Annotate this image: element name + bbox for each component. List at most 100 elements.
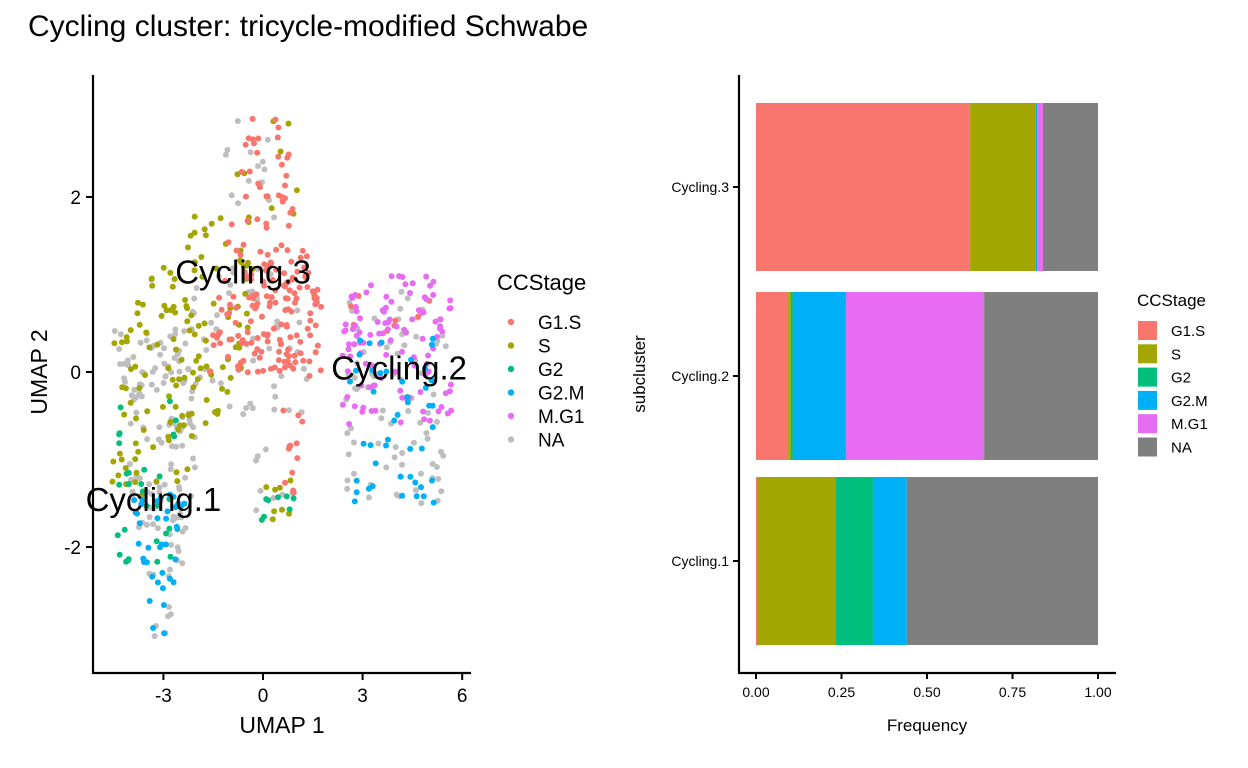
- scatter-point-s: [184, 466, 191, 473]
- scatter-point-s: [269, 516, 276, 523]
- scatter-point-g1-s: [348, 303, 354, 310]
- bar-segment-cycling-1-na: [906, 477, 1098, 645]
- scatter-point-s: [149, 282, 156, 289]
- scatter-point-g1-s: [263, 293, 270, 300]
- scatter-point-g1-s: [290, 365, 297, 372]
- scatter-point-g2: [116, 481, 123, 488]
- scatter-point-na: [394, 350, 401, 357]
- scatter-point-na: [138, 393, 145, 400]
- scatter-point-na: [271, 383, 277, 390]
- scatter-point-m-g1: [339, 352, 346, 359]
- scatter-point-na: [150, 521, 157, 528]
- scatter-point-g1-s: [254, 216, 261, 223]
- scatter-point-g2-m: [399, 492, 406, 499]
- scatter-point-s: [143, 329, 150, 336]
- scatter-point-na: [168, 541, 175, 548]
- scatter-point-s: [134, 310, 141, 317]
- scatter-point-s: [188, 433, 195, 439]
- scatter-point-g2: [170, 431, 177, 438]
- scatter-point-g1-s: [285, 278, 292, 285]
- scatter-point-g2-m: [370, 388, 377, 395]
- scatter-point-g1-s: [255, 180, 262, 187]
- scatter-point-g2-m: [154, 579, 161, 586]
- scatter-point-g2-m: [383, 368, 390, 375]
- scatter-point-m-g1: [442, 390, 449, 397]
- scatter-point-m-g1: [388, 273, 395, 280]
- scatter-point-s: [166, 393, 172, 400]
- scatter-point-s: [202, 337, 209, 344]
- scatter-point-m-g1: [447, 297, 454, 304]
- scatter-point-s: [210, 300, 217, 307]
- scatter-point-g2-m: [164, 508, 171, 515]
- scatter-point-g2-m: [399, 378, 406, 385]
- scatter-point-na: [176, 368, 183, 375]
- scatter-point-g1-s: [273, 266, 280, 273]
- scatter-point-g1-s: [264, 193, 271, 200]
- scatter-point-m-g1: [382, 320, 389, 327]
- scatter-point-na: [271, 214, 278, 221]
- scatter-point-na: [167, 566, 173, 573]
- legend-swatch-m-g1: [1138, 414, 1157, 434]
- scatter-point-na: [144, 489, 151, 496]
- scatter-point-na: [438, 488, 445, 495]
- scatter-point-na: [417, 419, 424, 426]
- scatter-point-s: [118, 456, 125, 463]
- scatter-point-s: [135, 448, 142, 455]
- scatter-point-s: [116, 450, 123, 457]
- scatter-point-g1-s: [282, 182, 288, 189]
- bar-segment-cycling-3-s: [970, 103, 1036, 271]
- umap-y-tick-label: -2: [64, 538, 81, 559]
- scatter-point-m-g1: [420, 408, 427, 415]
- scatter-point-na: [383, 464, 390, 471]
- scatter-point-g2-m: [404, 394, 411, 401]
- scatter-point-g2-m: [172, 556, 179, 563]
- scatter-point-g1-s: [267, 259, 274, 266]
- scatter-point-m-g1: [444, 410, 451, 417]
- scatter-point-na: [259, 158, 266, 165]
- scatter-point-g2-m: [420, 493, 427, 500]
- scatter-point-s: [227, 374, 234, 381]
- scatter-point-s: [132, 363, 139, 370]
- scatter-point-na: [227, 281, 234, 288]
- scatter-point-m-g1: [359, 408, 366, 415]
- scatter-point-s: [272, 486, 279, 493]
- scatter-point-na: [146, 514, 153, 521]
- scatter-point-na: [418, 500, 425, 507]
- scatter-point-g2-m: [132, 509, 139, 516]
- scatter-point-g1-s: [259, 313, 265, 320]
- scatter-point-na: [177, 510, 184, 517]
- umap-y-tick-label: 0: [70, 363, 81, 384]
- scatter-point-s: [188, 312, 195, 319]
- scatter-point-m-g1: [368, 362, 375, 369]
- bar-segment-cycling-1-g2: [836, 477, 873, 645]
- scatter-point-s: [224, 388, 231, 395]
- scatter-point-g2: [154, 558, 161, 565]
- scatter-point-g1-s: [314, 342, 321, 349]
- stacked-bars: [756, 103, 1098, 645]
- bar-segment-cycling-2-s: [788, 292, 791, 460]
- scatter-point-g2-m: [149, 573, 156, 580]
- scatter-point-na: [191, 464, 198, 471]
- scatter-point-g2-m: [391, 417, 398, 424]
- scatter-point-m-g1: [341, 328, 348, 335]
- scatter-point-na: [209, 377, 216, 384]
- scatter-point-s: [119, 384, 126, 391]
- scatter-point-na: [350, 439, 357, 446]
- scatter-point-g1-s: [306, 372, 313, 379]
- scatter-point-m-g1: [426, 417, 433, 424]
- scatter-point-na: [272, 393, 279, 400]
- scatter-point-m-g1: [437, 316, 444, 323]
- scatter-point-na: [162, 373, 169, 380]
- scatter-point-na: [383, 344, 390, 351]
- scatter-point-na: [224, 146, 231, 153]
- scatter-point-na: [296, 319, 303, 326]
- bar-segment-cycling-2-g2: [790, 292, 793, 460]
- scatter-point-g1-s: [235, 366, 242, 373]
- scatter-point-g2: [290, 495, 297, 502]
- legend-swatch-na: [1138, 437, 1157, 457]
- scatter-point-g1-s: [254, 335, 261, 341]
- scatter-point-s: [191, 213, 198, 220]
- scatter-point-s: [115, 472, 122, 479]
- scatter-point-m-g1: [409, 316, 416, 323]
- scatter-point-na: [136, 475, 143, 482]
